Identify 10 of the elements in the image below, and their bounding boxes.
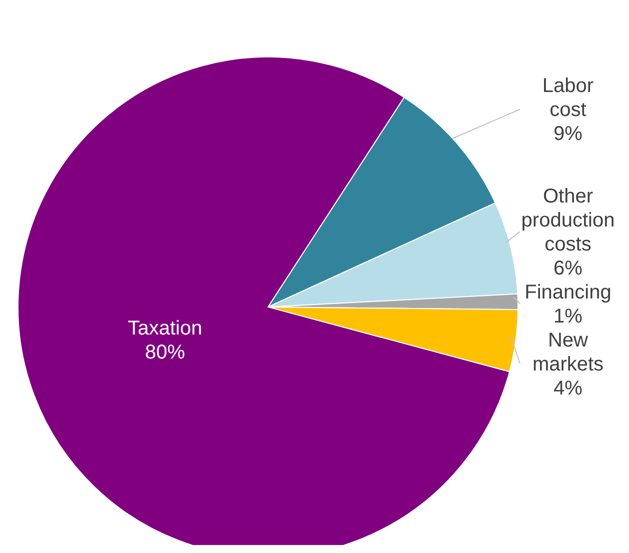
data-label: 6% bbox=[554, 258, 583, 280]
slice-label: New markets bbox=[532, 330, 604, 376]
slice-label: Labor cost bbox=[542, 75, 594, 122]
slice-label: Taxation bbox=[128, 318, 202, 340]
data-label: 1% bbox=[554, 306, 583, 328]
slice-label: Financing bbox=[524, 282, 612, 304]
data-label: 9% bbox=[554, 123, 583, 146]
data-label: 80% bbox=[144, 342, 186, 364]
slice-label: Other production costs bbox=[521, 186, 615, 256]
data-label: 4% bbox=[554, 378, 583, 400]
